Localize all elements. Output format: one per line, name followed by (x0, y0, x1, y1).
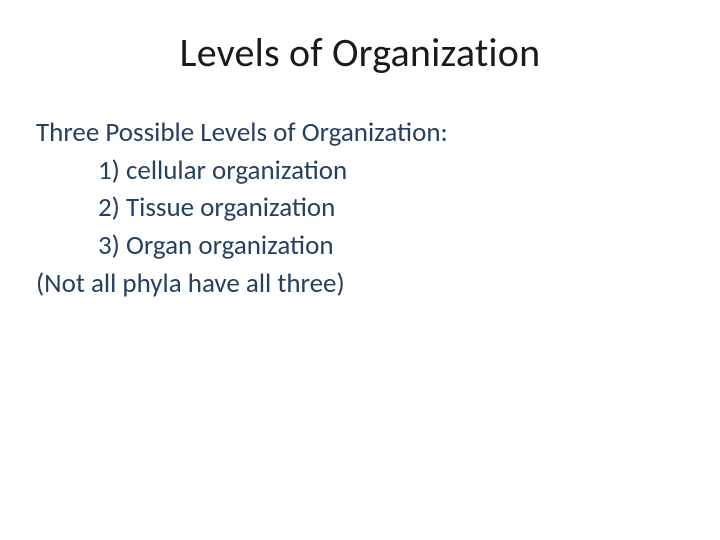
slide-title: Levels of Organization (36, 28, 684, 77)
note-text: (Not all phyla have all three) (36, 266, 684, 302)
list-item: 3) Organ organization (36, 228, 684, 264)
slide-body: Three Possible Levels of Organization: 1… (36, 115, 684, 301)
intro-text: Three Possible Levels of Organization: (36, 115, 684, 151)
list-item: 2) Tissue organization (36, 190, 684, 226)
list-item: 1) cellular organization (36, 153, 684, 189)
slide-container: Levels of Organization Three Possible Le… (0, 0, 720, 540)
